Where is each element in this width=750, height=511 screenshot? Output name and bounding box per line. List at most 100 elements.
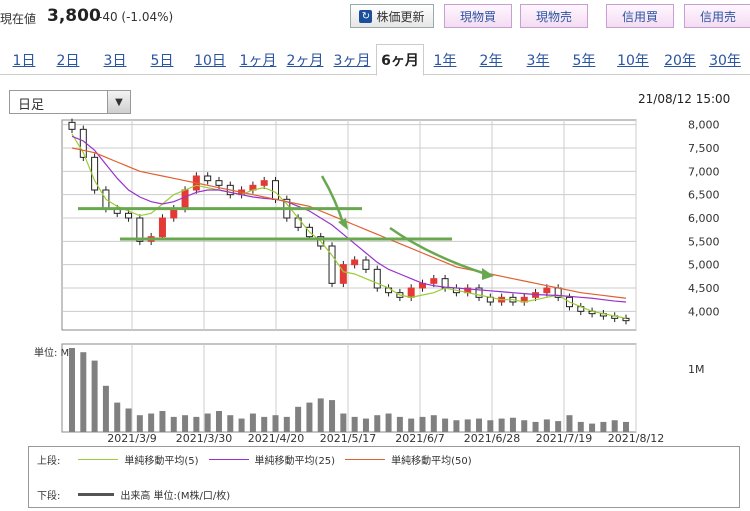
- legend-ma5: 単純移動平均(5): [78, 452, 199, 467]
- stock-chart: 8,000 7,500 7,000 6,500 6,000 5,500 5,000 4,500…: [34, 118, 720, 445]
- volume-swatch: [78, 493, 115, 496]
- candle-body: [328, 245, 336, 284]
- volume-bar: [351, 416, 358, 432]
- annotation-arrowhead-1: [338, 218, 348, 230]
- refresh-label: 株価更新: [376, 9, 425, 24]
- current-price: 3,800: [47, 6, 101, 26]
- tab-6m[interactable]: 6ヶ月: [376, 44, 424, 76]
- x-tick-label: 2021/6/7: [395, 432, 444, 445]
- chevron-down-icon: ▼: [107, 91, 130, 113]
- volume-bar: [69, 348, 75, 432]
- legend-ma25: 単純移動平均(25): [208, 452, 336, 467]
- refresh-price-button[interactable]: ↻ 株価更新: [350, 4, 434, 28]
- candle-body: [215, 180, 223, 186]
- volume-bar: [204, 413, 211, 432]
- candle-body: [407, 287, 415, 298]
- volume-bar: [125, 408, 132, 432]
- ma5-swatch: [78, 459, 119, 460]
- tab-20y[interactable]: 20年: [664, 53, 696, 69]
- volume-plot-area: [61, 343, 637, 433]
- legend-volume: 出来高 単位:(M株/口/枚): [78, 487, 230, 502]
- tab-2m[interactable]: 2ヶ月: [286, 53, 324, 69]
- price-change: -40 (-1.04%): [98, 10, 174, 24]
- tab-2d[interactable]: 2日: [56, 53, 80, 69]
- volume-bar: [430, 415, 437, 432]
- ma-line-0: [71, 133, 627, 319]
- tab-3m[interactable]: 3ヶ月: [333, 53, 371, 69]
- tab-5d[interactable]: 5日: [150, 53, 174, 69]
- volume-bar: [193, 416, 200, 432]
- volume-bar: [623, 421, 629, 432]
- legend-ma50: 単純移動平均(50): [345, 452, 472, 467]
- candle-body: [158, 217, 166, 238]
- volume-bar: [476, 418, 483, 432]
- ma25-label: 単純移動平均(25): [254, 456, 336, 467]
- x-tick-label: 2021/6/28: [464, 432, 520, 445]
- y-tick-label: 4,500: [688, 282, 720, 295]
- x-tick-label: 2021/7/19: [536, 432, 592, 445]
- margin-sell-button[interactable]: 信用売: [684, 4, 750, 28]
- tab-1d[interactable]: 1日: [12, 53, 36, 69]
- refresh-icon: ↻: [359, 9, 373, 23]
- volume-bar: [148, 413, 155, 432]
- candle-body: [362, 259, 370, 270]
- ma-line-2: [71, 147, 627, 299]
- volume-bar: [521, 420, 528, 432]
- y-tick-label: 6,000: [688, 212, 720, 225]
- volume-bar: [102, 385, 109, 432]
- volume-bar: [329, 400, 336, 432]
- tab-5y[interactable]: 5年: [572, 53, 596, 69]
- volume-bar: [509, 417, 516, 432]
- tab-3d[interactable]: 3日: [103, 53, 127, 69]
- tab-1m[interactable]: 1ヶ月: [239, 53, 277, 69]
- volume-bar: [532, 421, 539, 432]
- volume-bar: [340, 413, 347, 432]
- y-tick-label: 7,500: [688, 142, 720, 155]
- candle-body: [68, 121, 76, 130]
- y-tick-label: 5,500: [688, 235, 720, 248]
- volume-bar: [215, 411, 222, 432]
- volume-bar: [396, 416, 403, 432]
- ma50-label: 単純移動平均(50): [391, 456, 472, 467]
- cash-sell-button[interactable]: 現物売: [520, 4, 588, 28]
- tab-30y[interactable]: 30年: [709, 53, 741, 69]
- margin-buy-button[interactable]: 信用買: [606, 4, 674, 28]
- tab-1y[interactable]: 1年: [433, 53, 457, 69]
- volume-bar: [80, 352, 87, 432]
- volume-bar: [295, 406, 302, 432]
- cash-buy-button[interactable]: 現物買: [444, 4, 512, 28]
- tab-10y[interactable]: 10年: [617, 53, 649, 69]
- candle-body: [339, 264, 347, 284]
- candle-body: [272, 180, 280, 200]
- candle-body: [351, 259, 359, 266]
- volume-bar: [272, 415, 279, 432]
- tab-2y[interactable]: 2年: [479, 53, 503, 69]
- candle-body: [430, 278, 438, 284]
- volume-bar: [385, 413, 392, 432]
- volume-bar: [589, 423, 596, 432]
- ma50-swatch: [345, 459, 386, 460]
- volume-bar: [408, 418, 415, 432]
- candle-body: [543, 287, 551, 294]
- legend-upper-label: 上段:: [37, 456, 61, 467]
- volume-bar: [453, 420, 460, 432]
- candle-body: [136, 217, 144, 242]
- tab-3y[interactable]: 3年: [526, 53, 550, 69]
- candle-body: [181, 189, 189, 210]
- volume-bar: [317, 398, 324, 432]
- x-tick-label: 2021/4/20: [248, 432, 304, 445]
- volume-bar: [600, 421, 607, 432]
- price-plot-area: [61, 119, 637, 331]
- y-tick-label: 5,000: [688, 259, 720, 272]
- x-tick-label: 2021/8/12: [608, 432, 664, 445]
- volume-bar: [283, 416, 290, 432]
- y-tick-label: 8,000: [688, 119, 720, 132]
- x-tick-label: 2021/5/17: [320, 432, 376, 445]
- tab-10d[interactable]: 10日: [194, 53, 226, 69]
- candle-body: [294, 217, 302, 228]
- y-tick-label: 4,000: [688, 305, 720, 318]
- price-label: 現在値: [0, 12, 37, 26]
- chart-timestamp: 21/08/12 15:00: [638, 92, 731, 106]
- period-select[interactable]: 日足 ▼: [9, 90, 131, 114]
- volume-bar: [487, 420, 494, 432]
